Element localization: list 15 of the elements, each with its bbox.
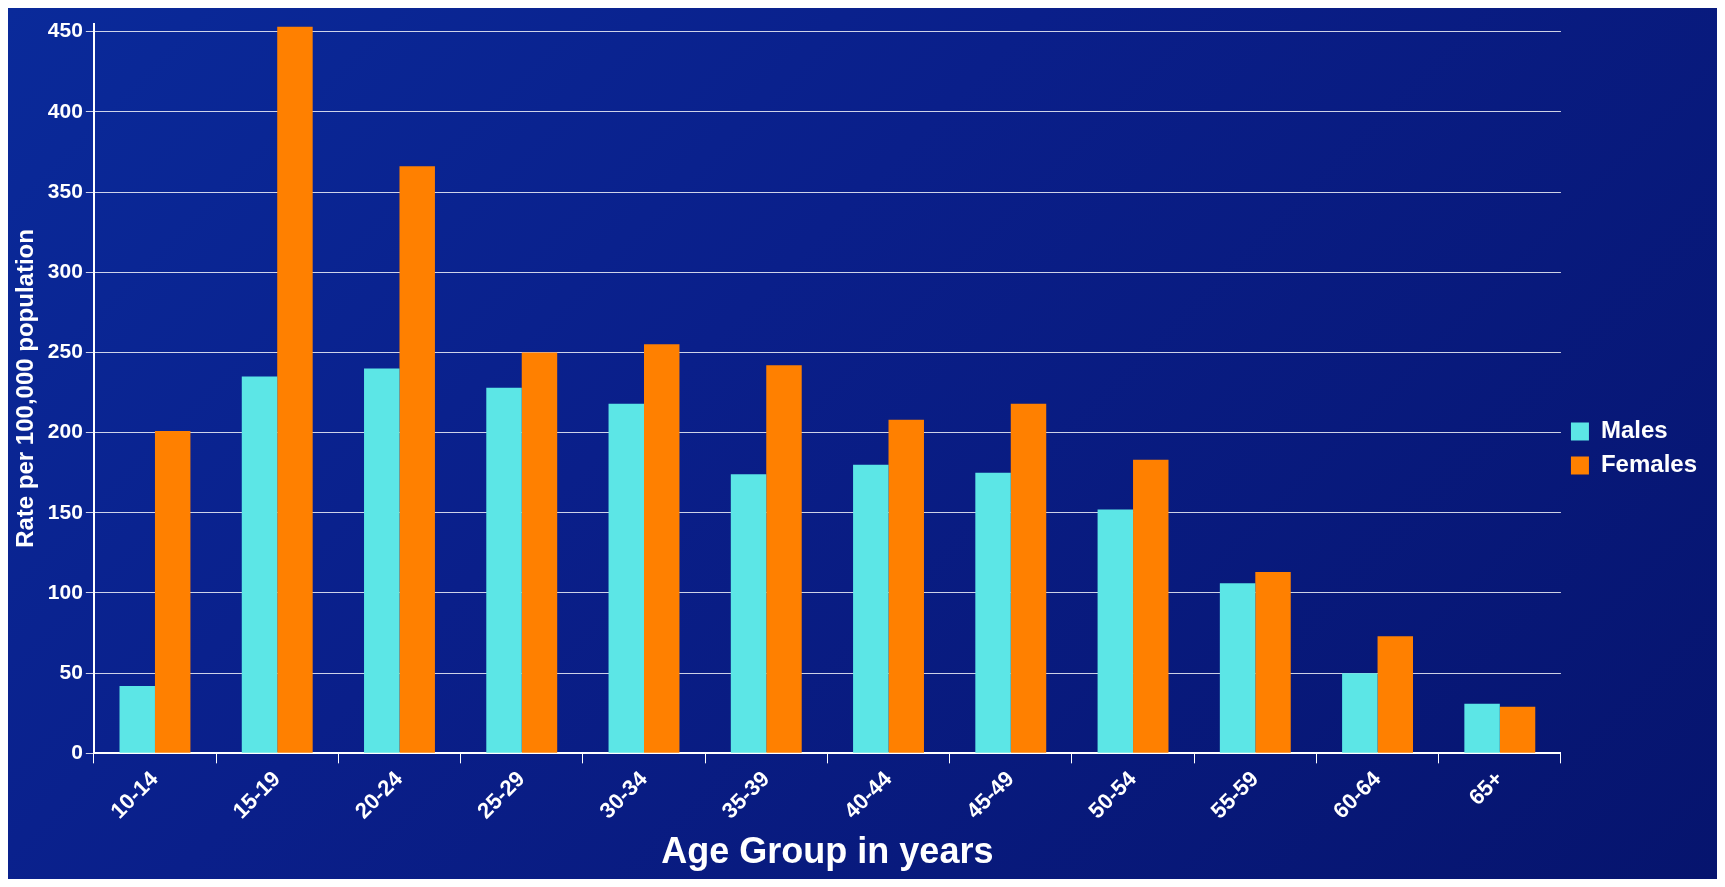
y-tick-label: 100 <box>47 579 83 603</box>
y-tick-label: 250 <box>47 339 83 363</box>
y-tick-label: 150 <box>47 499 83 523</box>
y-tick-label: 200 <box>47 419 83 443</box>
y-tick-label: 50 <box>59 659 83 683</box>
y-tick-label: 0 <box>71 740 83 764</box>
y-tick-label: 450 <box>47 18 83 42</box>
y-axis-title: Rate per 100,000 population <box>11 229 39 548</box>
y-tick-label: 350 <box>47 178 83 202</box>
legend-label: Males <box>1600 416 1668 444</box>
x-tick-label: 65+ <box>1463 765 1508 810</box>
x-axis-title: Age Group in years <box>661 830 994 872</box>
legend-label: Females <box>1600 450 1697 478</box>
y-tick-label: 300 <box>47 258 83 282</box>
y-tick-label: 400 <box>47 98 83 122</box>
